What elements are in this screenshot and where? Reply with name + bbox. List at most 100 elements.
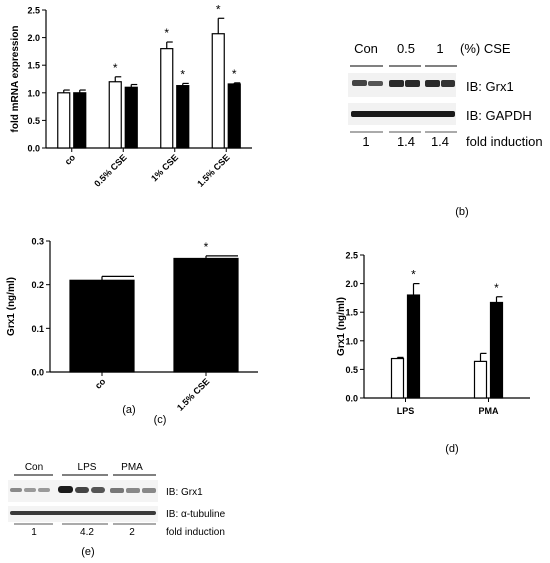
bar [160,48,174,149]
blot-e-fold-lps: 4.2 [80,527,94,538]
y-tick-label: 1.0 [27,88,40,98]
panel-label-b: (b) [455,206,468,218]
chart-d-grx1-lps-pma: 0.0 0.5 1.0 1.5 2.0 2.5 Grx1 (ng/ml) * LPS * PMA [336,251,530,416]
y-tick-label: 1.5 [27,61,40,71]
bar [57,92,71,149]
blot-e-row-grx1: IB: Grx1 [166,487,203,498]
bar [69,279,135,373]
x-tick-label: 0.5% CSE [92,152,128,188]
chart-c-grx1-protein: 0.0 0.1 0.2 0.3 Grx1 (ng/ml) co * 1.5% CSE [6,237,258,413]
band [10,488,22,492]
x-tick-label: 1.5% CSE [195,152,231,188]
x-tick-label: PMA [479,406,500,416]
bar [390,357,405,399]
bar [124,86,138,149]
bar [73,92,87,149]
y-axis-label: Grx1 (ng/ml) [6,277,17,336]
bar [176,85,190,149]
significance-star: * [180,67,185,81]
panel-label-c: (c) [154,414,167,426]
band [142,488,156,493]
y-tick-label: 0.5 [345,365,358,375]
y-tick-label: 2.5 [345,251,358,261]
x-tick-label: 1% CSE [149,152,180,183]
significance-star: * [204,240,209,254]
band [10,511,156,515]
band [75,487,89,493]
bar [173,257,239,373]
band [351,111,455,117]
blot-e-group-con: Con [25,462,43,473]
blot-b-row-gapdh: IB: GAPDH [466,108,532,123]
y-axis-label: Grx1 (ng/ml) [336,297,347,356]
band [441,80,455,87]
blot-b-lane-1: 1 [436,41,443,56]
bar [211,33,225,149]
x-tick-label: 1.5% CSE [175,376,211,412]
y-tick-label: 1.5 [345,308,358,318]
blot-e-fold-con: 1 [31,527,37,538]
band [110,488,124,493]
bar [473,360,488,399]
panel-label-e: (e) [81,546,94,558]
y-tick-label: 0.2 [31,280,44,290]
significance-star: * [164,26,169,40]
band [126,488,140,493]
panel-label-d: (d) [445,443,458,455]
y-tick-label: 2.0 [27,33,40,43]
y-tick-label: 0.0 [27,144,40,154]
blot-e-tubuline-bands [10,511,156,515]
significance-star: * [113,61,118,75]
blot-e-fold-pma: 2 [129,527,135,538]
y-tick-label: 0.3 [31,237,44,247]
blot-b: Con 0.5 1 (%) CSE IB: Grx1 IB: GAPDH 1 1… [348,41,543,218]
chart-a-fold-mrna: 0.0 0.5 1.0 1.5 2.0 2.5 fold mRNA expression co… [10,2,252,189]
significance-star: * [216,2,221,16]
panel-label-a: (a) [122,404,135,416]
y-axis-label: fold mRNA expression [10,26,21,133]
blot-b-lane-05: 0.5 [397,41,415,56]
band [24,488,36,492]
band [58,486,73,493]
blot-b-unit: (%) CSE [460,41,511,56]
x-tick-label: LPS [397,406,415,416]
band [389,80,404,87]
bar [227,83,241,149]
blot-b-fold-05: 1.4 [397,134,415,149]
bar [489,301,504,399]
blot-e-fold-label: fold induction [166,527,225,538]
band [352,80,367,86]
x-tick-label: co [93,376,108,391]
y-tick-label: 2.0 [345,279,358,289]
significance-star: * [411,268,416,282]
blot-e: Con LPS PMA IB: Grx1 IB: α-tubuline 1 4.… [8,462,226,558]
x-tick-label: co [63,152,78,167]
blot-e-group-lps: LPS [78,462,97,473]
y-tick-label: 1.0 [345,336,358,346]
blot-b-lane-con: Con [354,41,378,56]
blot-b-gapdh-bands [351,111,455,117]
blot-b-grx1-bands [352,80,455,87]
band [405,80,420,87]
band [38,488,50,492]
bar [406,294,421,399]
blot-b-row-grx1: IB: Grx1 [466,79,514,94]
significance-star: * [232,67,237,81]
blot-b-fold-label: fold induction [466,134,543,149]
y-tick-label: 0.1 [31,324,44,334]
y-tick-label: 2.5 [27,6,40,16]
band [368,81,383,86]
blot-e-row-tubuline: IB: α-tubuline [166,509,226,520]
band [425,80,440,87]
blot-e-grx1-bands [10,486,156,493]
blot-e-group-pma: PMA [121,462,143,473]
blot-b-fold-1: 1.4 [431,134,449,149]
bar [108,81,122,149]
band [91,487,105,493]
y-tick-label: 0.0 [345,394,358,404]
significance-star: * [494,281,499,295]
y-tick-label: 0.5 [27,116,40,126]
blot-b-fold-con: 1 [362,134,369,149]
y-tick-label: 0.0 [31,368,44,378]
